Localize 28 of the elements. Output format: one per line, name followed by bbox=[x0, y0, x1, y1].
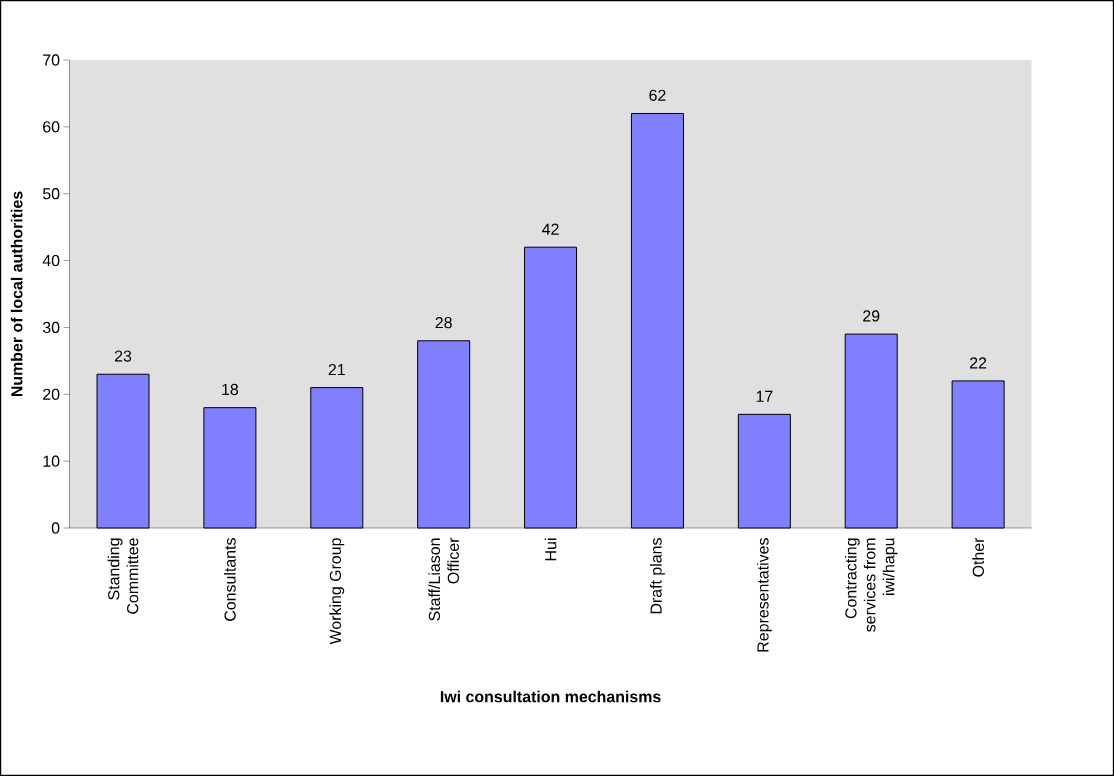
data-label: 28 bbox=[435, 317, 452, 329]
data-label: 21 bbox=[328, 363, 345, 376]
x-tick-label: Hui bbox=[544, 538, 557, 561]
data-label: 62 bbox=[649, 89, 666, 101]
y-tick-label: 40 bbox=[42, 254, 60, 267]
x-tick-label: Draft plans bbox=[650, 538, 665, 614]
x-tick-label: Other bbox=[972, 537, 984, 577]
y-axis-title: Number of local authorities bbox=[10, 191, 23, 397]
data-label: 22 bbox=[970, 357, 987, 369]
y-tick-label: 50 bbox=[42, 188, 60, 200]
y-tick-label: 0 bbox=[51, 522, 60, 534]
y-tick-label: 30 bbox=[42, 321, 60, 334]
data-label: 42 bbox=[542, 223, 559, 235]
y-tick-label: 10 bbox=[43, 455, 60, 467]
x-axis-title: Iwi consultation mechanisms bbox=[440, 690, 661, 703]
x-tick-label: Consultants bbox=[224, 538, 236, 621]
y-tick-label: 70 bbox=[43, 54, 60, 66]
x-tick-label: Contracting services from iwi/hapu bbox=[844, 538, 898, 632]
data-label: 18 bbox=[222, 383, 239, 396]
x-tick-label: Representatives bbox=[756, 538, 772, 652]
x-tick-label: Staff/Liason Officer bbox=[428, 537, 459, 621]
x-tick-label: Standing Committee bbox=[107, 538, 139, 614]
y-tick-label: 20 bbox=[43, 388, 60, 400]
x-tick-label: Working Group bbox=[329, 538, 345, 645]
data-label: 17 bbox=[756, 390, 773, 402]
data-label: 23 bbox=[114, 350, 132, 362]
data-label: 29 bbox=[863, 310, 880, 322]
y-tick-label: 60 bbox=[43, 121, 60, 133]
